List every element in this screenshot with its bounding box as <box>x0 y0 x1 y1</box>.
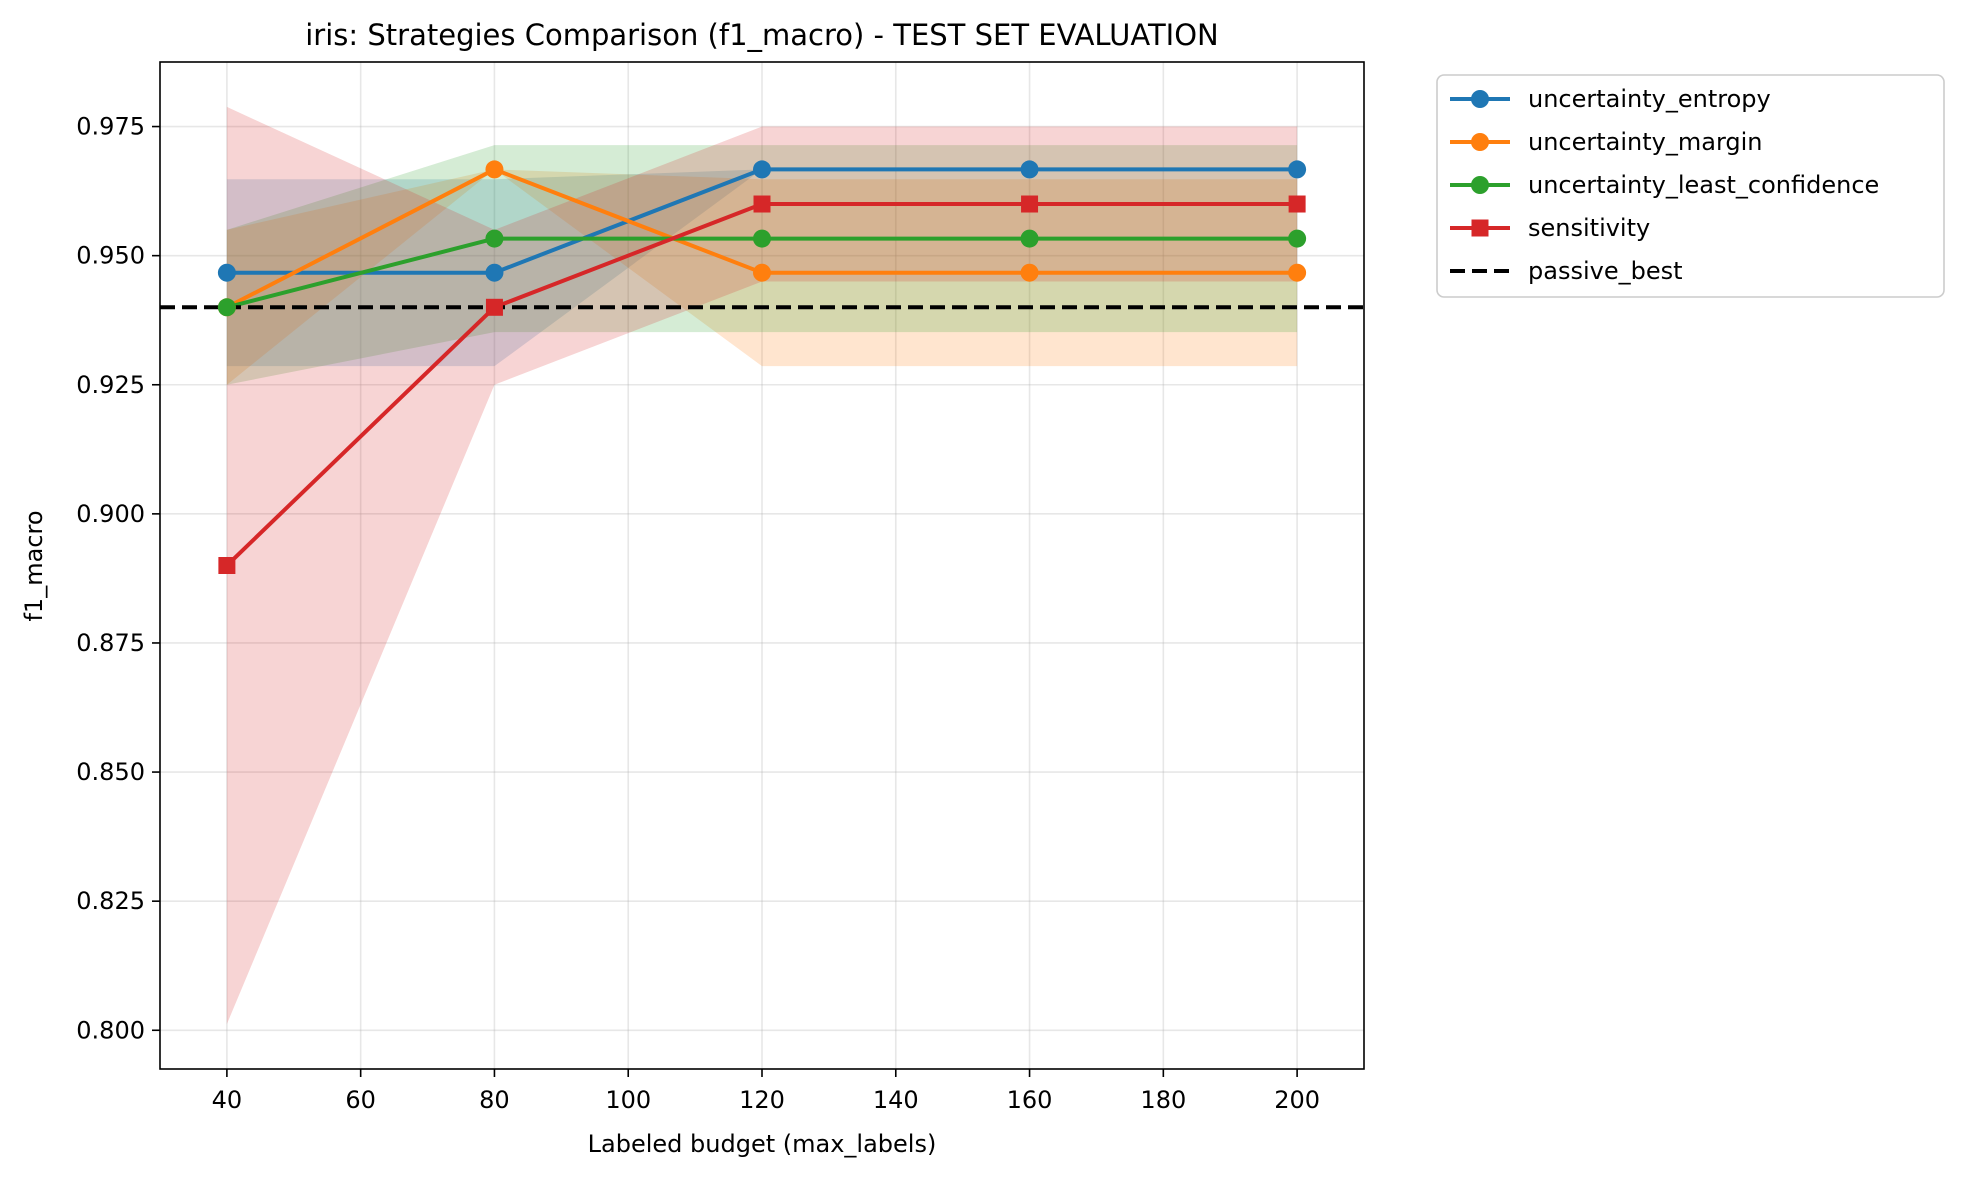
legend-label: sensitivity <box>1528 214 1650 242</box>
x-tick-label: 100 <box>605 1086 651 1114</box>
y-tick-label: 0.800 <box>76 1016 145 1044</box>
uncertainty_entropy-marker <box>1020 160 1039 179</box>
uncertainty_entropy-marker <box>753 160 771 179</box>
uncertainty_entropy-marker <box>217 263 236 282</box>
sensitivity-marker <box>753 195 771 213</box>
y-tick-label: 0.875 <box>76 629 145 657</box>
y-tick-label: 0.975 <box>76 113 145 141</box>
uncertainty_margin-marker <box>1020 263 1039 282</box>
ticks: 40 60 80 100 120 140 160 180 200 0.800 0.825 0.850 0… <box>76 113 1320 1114</box>
legend[interactable]: uncertainty_entropy uncertainty_marginunc… <box>1436 74 1945 298</box>
legend-swatch-marker <box>1471 219 1489 237</box>
x-tick-label: 40 <box>212 1086 243 1114</box>
y-tick-label: 0.825 <box>76 887 145 915</box>
x-tick-label: 200 <box>1274 1086 1320 1114</box>
uncertainty_least_confidence-marker <box>1020 229 1039 248</box>
legend-label: uncertainty_entropy <box>1528 85 1771 113</box>
legend-swatch-marker <box>1471 176 1489 194</box>
uncertainty_margin-marker <box>1288 263 1307 282</box>
x-tick-label: 80 <box>479 1086 510 1114</box>
sensitivity-marker <box>1021 195 1039 213</box>
x-axis-label: Labeled budget (max_labels) <box>588 1130 937 1158</box>
x-tick-label: 160 <box>1007 1086 1053 1114</box>
x-tick-label: 60 <box>345 1086 376 1114</box>
legend-label: uncertainty_least_confidence <box>1528 171 1879 199</box>
x-tick-label: 120 <box>739 1086 785 1114</box>
y-tick-label: 0.950 <box>76 242 145 270</box>
uncertainty_least_confidence-marker <box>1288 229 1307 248</box>
legend-label: passive_best <box>1528 257 1683 285</box>
legend-swatch-marker <box>1471 133 1489 151</box>
chart-title: iris: Strategies Comparison (f1_macro) -… <box>305 18 1219 52</box>
y-tick-label: 0.850 <box>76 758 145 786</box>
legend-box <box>1436 74 1945 298</box>
uncertainty_least_confidence-marker <box>753 229 771 248</box>
sensitivity-marker <box>1288 195 1306 213</box>
uncertainty_entropy-marker <box>1288 160 1307 179</box>
y-tick-label: 0.900 <box>76 500 145 528</box>
uncertainty_entropy-band <box>226 169 1298 367</box>
uncertainty_margin-marker <box>753 263 771 282</box>
x-tick-label: 180 <box>1140 1086 1186 1114</box>
x-tick-label: 140 <box>873 1086 919 1114</box>
legend-label: uncertainty_margin <box>1528 128 1763 156</box>
y-tick-label: 0.925 <box>76 371 145 399</box>
uncertainty_least_confidence-marker <box>485 229 504 248</box>
legend-swatch-marker <box>1471 90 1489 108</box>
series-markers <box>217 160 1307 574</box>
y-axis-label: f1_macro <box>20 510 48 621</box>
uncertainty_entropy-marker <box>485 263 504 282</box>
uncertainty_margin-marker <box>485 160 504 179</box>
sensitivity-band <box>226 106 1298 1025</box>
sensitivity-marker <box>218 557 236 574</box>
sensitivity-marker <box>485 298 503 316</box>
uncertainty_least_confidence-marker <box>217 298 236 317</box>
